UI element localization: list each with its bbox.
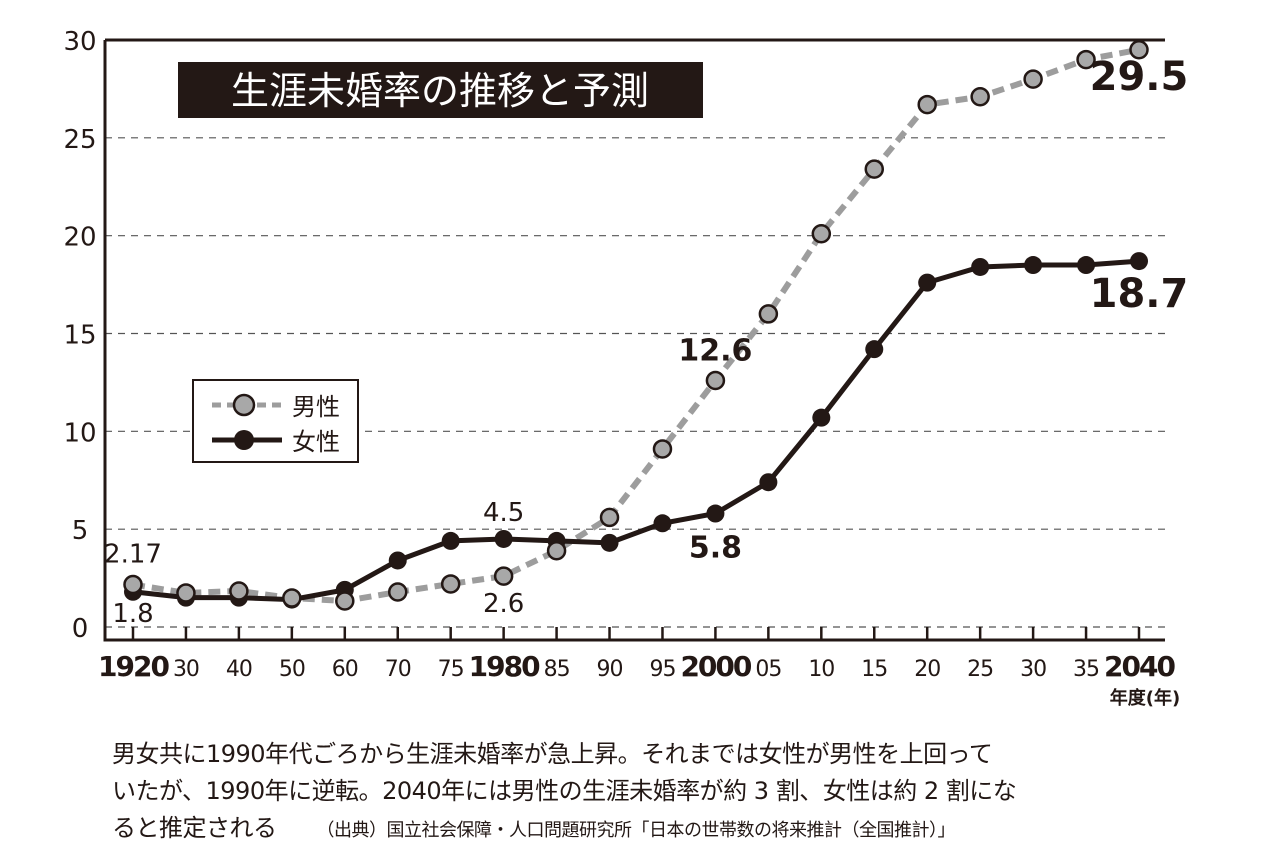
y-tick-label: 20 — [63, 223, 96, 253]
series-line-male — [132, 46, 1140, 604]
x-tick-label: 75 — [438, 657, 464, 682]
point-male — [123, 574, 143, 595]
point-male — [917, 94, 937, 115]
y-tick-label: 5 — [72, 516, 89, 546]
point-male — [440, 574, 461, 594]
x-tick-label: 05 — [755, 657, 781, 682]
data-label: 18.7 — [1090, 271, 1189, 317]
chart-title-text: 生涯未婚率の推移と予測 — [231, 69, 649, 113]
point-female — [812, 408, 831, 427]
point-male — [705, 370, 726, 391]
data-label: 2.17 — [104, 540, 162, 570]
x-tick-label: 40 — [226, 657, 252, 682]
x-tick-label: 30 — [173, 657, 199, 682]
y-tick-label: 30 — [63, 27, 96, 57]
caption-line-1: 男女共に1990年代ごろから生涯未婚率が急上昇。それまでは女性が男性を上回って — [112, 740, 993, 768]
data-label: 4.5 — [483, 498, 524, 528]
chart-title: 生涯未婚率の推移と予測 — [178, 62, 703, 118]
point-male — [282, 588, 302, 608]
x-tick-label: 10 — [808, 657, 834, 682]
x-tick-label: 1980 — [469, 650, 540, 683]
point-male — [1129, 40, 1149, 60]
point-male — [493, 566, 514, 586]
x-tick-label: 15 — [861, 657, 887, 682]
point-male — [652, 439, 673, 459]
point-female — [441, 531, 460, 550]
y-tick-label: 25 — [63, 125, 96, 155]
y-tick-label: 15 — [63, 321, 96, 351]
data-label: 12.6 — [678, 333, 752, 368]
point-female — [600, 533, 619, 552]
y-tick-label: 10 — [63, 418, 96, 448]
point-male — [1076, 49, 1096, 70]
point-male — [970, 86, 990, 107]
point-female — [971, 257, 990, 276]
point-female — [494, 529, 513, 548]
x-tick-label: 2000 — [680, 650, 751, 683]
point-female — [388, 551, 407, 570]
point-female — [759, 473, 778, 492]
x-tick-label: 25 — [967, 657, 993, 682]
x-tick-label: 35 — [1073, 657, 1099, 682]
point-male — [599, 507, 620, 528]
data-label: 1.8 — [112, 599, 153, 629]
point-female — [865, 340, 884, 359]
axis-frame — [103, 38, 1165, 642]
legend-female-marker — [234, 430, 254, 450]
source-note: （出典）国立社会保障・人口問題研究所「日本の世帯数の将来推計（全国推計）」 — [316, 820, 956, 841]
point-female — [918, 273, 937, 292]
x-axis-label: 年度(年) — [1110, 687, 1180, 709]
y-tick-label: 0 — [72, 614, 89, 644]
point-female — [1024, 256, 1043, 275]
x-tick-label: 2040 — [1104, 650, 1175, 683]
x-tick-label: 95 — [649, 657, 675, 682]
x-tick-label: 70 — [385, 657, 411, 682]
caption-line-3: ると推定される （出典）国立社会保障・人口問題研究所「日本の世帯数の将来推計（全国… — [112, 808, 955, 843]
x-tick-label: 85 — [544, 657, 570, 682]
x-tick-label: 50 — [279, 657, 305, 682]
caption-line-3-text: ると推定される — [112, 814, 277, 842]
point-female — [1077, 256, 1096, 275]
point-male — [387, 582, 408, 602]
data-label: 5.8 — [689, 531, 742, 566]
point-male — [335, 591, 355, 611]
point-male — [176, 583, 196, 603]
point-female — [1130, 252, 1148, 271]
x-tick-label: 1920 — [98, 650, 169, 683]
x-tick-label: 60 — [332, 657, 358, 682]
point-male — [546, 540, 567, 561]
data-label: 29.5 — [1090, 54, 1189, 100]
x-tick-label: 30 — [1020, 657, 1046, 682]
point-male — [229, 581, 249, 601]
caption-line-2: いたが、1990年に逆転。2040年には男性の生涯未婚率が約 3 割、女性は約 … — [112, 777, 1017, 805]
legend-female-label: 女性 — [292, 428, 340, 456]
legend: 男性 女性 — [192, 379, 359, 463]
point-male — [864, 159, 885, 179]
point-female — [706, 504, 725, 523]
point-male — [811, 223, 832, 244]
x-tick-label: 90 — [597, 657, 623, 682]
point-female — [653, 514, 672, 533]
point-male — [1023, 69, 1043, 89]
data-label: 2.6 — [483, 589, 524, 619]
point-male — [758, 304, 779, 324]
legend-male-label: 男性 — [292, 393, 340, 421]
legend-male-marker — [232, 393, 256, 417]
x-tick-label: 20 — [914, 657, 940, 682]
